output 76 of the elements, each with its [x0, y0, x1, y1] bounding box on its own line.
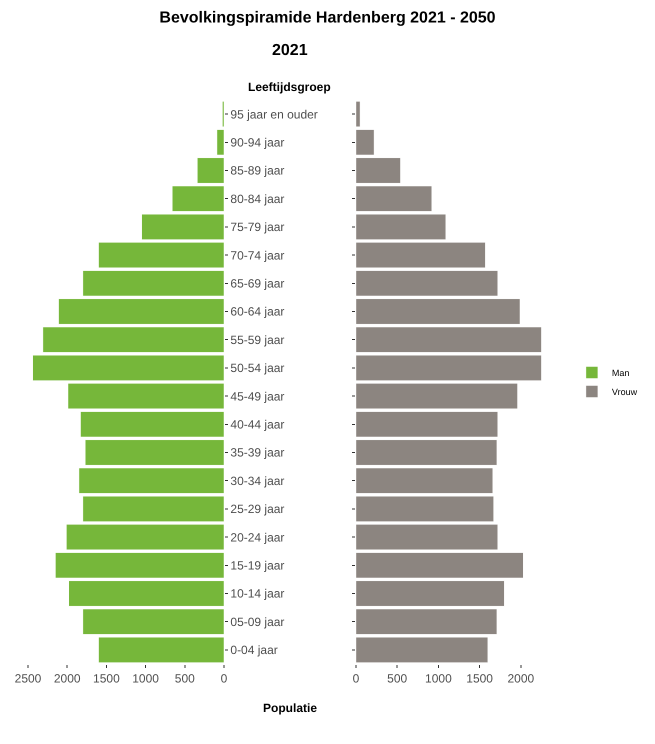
- bar: [42, 326, 224, 353]
- bar: [356, 580, 505, 606]
- bar: [82, 608, 224, 635]
- y-tick-label: 85-89 jaar: [230, 164, 284, 178]
- y-tick-label: 70-74 jaar: [230, 248, 284, 262]
- y-tick-label: 65-69 jaar: [230, 276, 284, 290]
- x-tick-label: 500: [387, 671, 408, 686]
- bar: [80, 411, 224, 438]
- bar: [356, 383, 518, 410]
- x-tick-label: 0: [352, 671, 360, 686]
- y-tick-label: 45-49 jaar: [230, 389, 284, 404]
- y-tick-label: 35-39 jaar: [230, 446, 284, 460]
- x-tick-label: 2000: [54, 671, 81, 686]
- bar: [98, 242, 224, 268]
- text: 2021: [272, 42, 308, 59]
- x-tick-label: 1500: [93, 671, 120, 686]
- bar: [356, 354, 542, 381]
- bar: [141, 214, 224, 240]
- bar: [356, 129, 374, 156]
- bar: [356, 326, 542, 353]
- y-tick-label: 30-34 jaar: [230, 474, 284, 488]
- x-tick-label: 1000: [132, 671, 160, 686]
- y-tick-label: 10-14 jaar: [230, 586, 284, 601]
- bar: [356, 440, 498, 466]
- bar: [356, 636, 488, 663]
- bar: [68, 383, 224, 410]
- text: Vrouw: [612, 387, 638, 398]
- bar: [356, 270, 498, 296]
- bar: [356, 496, 494, 522]
- bar: [356, 101, 360, 128]
- bar: [356, 298, 520, 324]
- bar: [356, 468, 494, 494]
- bar: [84, 440, 224, 466]
- bar: [197, 158, 224, 184]
- bar: [356, 158, 401, 184]
- x-axis-title: Populatie: [263, 701, 318, 715]
- y-tick-label: 40-44 jaar: [230, 418, 284, 432]
- bar: [58, 298, 224, 324]
- bar: [356, 411, 498, 438]
- bar: [216, 129, 224, 156]
- bar: [98, 636, 224, 663]
- bar: [68, 580, 224, 606]
- x-tick-label: 2500: [14, 671, 42, 686]
- bar: [356, 552, 524, 578]
- x-tick-label: 0: [220, 671, 228, 686]
- bar: [172, 186, 224, 212]
- y-tick-label: 90-94 jaar: [230, 136, 284, 150]
- y-tick-label: 25-29 jaar: [230, 502, 284, 516]
- x-tick-label: 2000: [507, 671, 534, 686]
- y-tick-label: 55-59 jaar: [230, 332, 284, 347]
- bar: [78, 468, 224, 494]
- x-tick-label: 1500: [466, 671, 494, 686]
- bar: [66, 524, 224, 550]
- text: Bevolkingspiramide Hardenberg 2021 - 2050: [159, 9, 496, 26]
- bar: [55, 552, 224, 578]
- bar: [356, 242, 486, 268]
- y-tick-label: 60-64 jaar: [230, 304, 284, 319]
- x-tick-label: 1000: [425, 671, 452, 686]
- y-axis-title: Leeftijdsgroep: [248, 80, 331, 94]
- y-tick-label: 75-79 jaar: [230, 220, 284, 234]
- bar: [356, 186, 432, 212]
- x-tick-label: 500: [174, 671, 196, 686]
- legend-label: Man: [612, 368, 630, 378]
- y-tick-label: 80-84 jaar: [230, 192, 284, 206]
- y-tick-label: 95 jaar en ouder: [230, 107, 318, 122]
- y-tick-label: 20-24 jaar: [230, 530, 284, 544]
- bar: [356, 608, 498, 635]
- y-tick-label: 05-09 jaar: [230, 614, 284, 629]
- bar: [82, 270, 224, 296]
- bar: [356, 214, 446, 240]
- y-tick-label: 50-54 jaar: [230, 361, 284, 376]
- bar: [356, 524, 498, 550]
- y-tick-label: 15-19 jaar: [230, 558, 284, 572]
- y-tick-label: 0-04 jaar: [230, 643, 278, 658]
- bar: [32, 354, 224, 381]
- bar: [82, 496, 224, 522]
